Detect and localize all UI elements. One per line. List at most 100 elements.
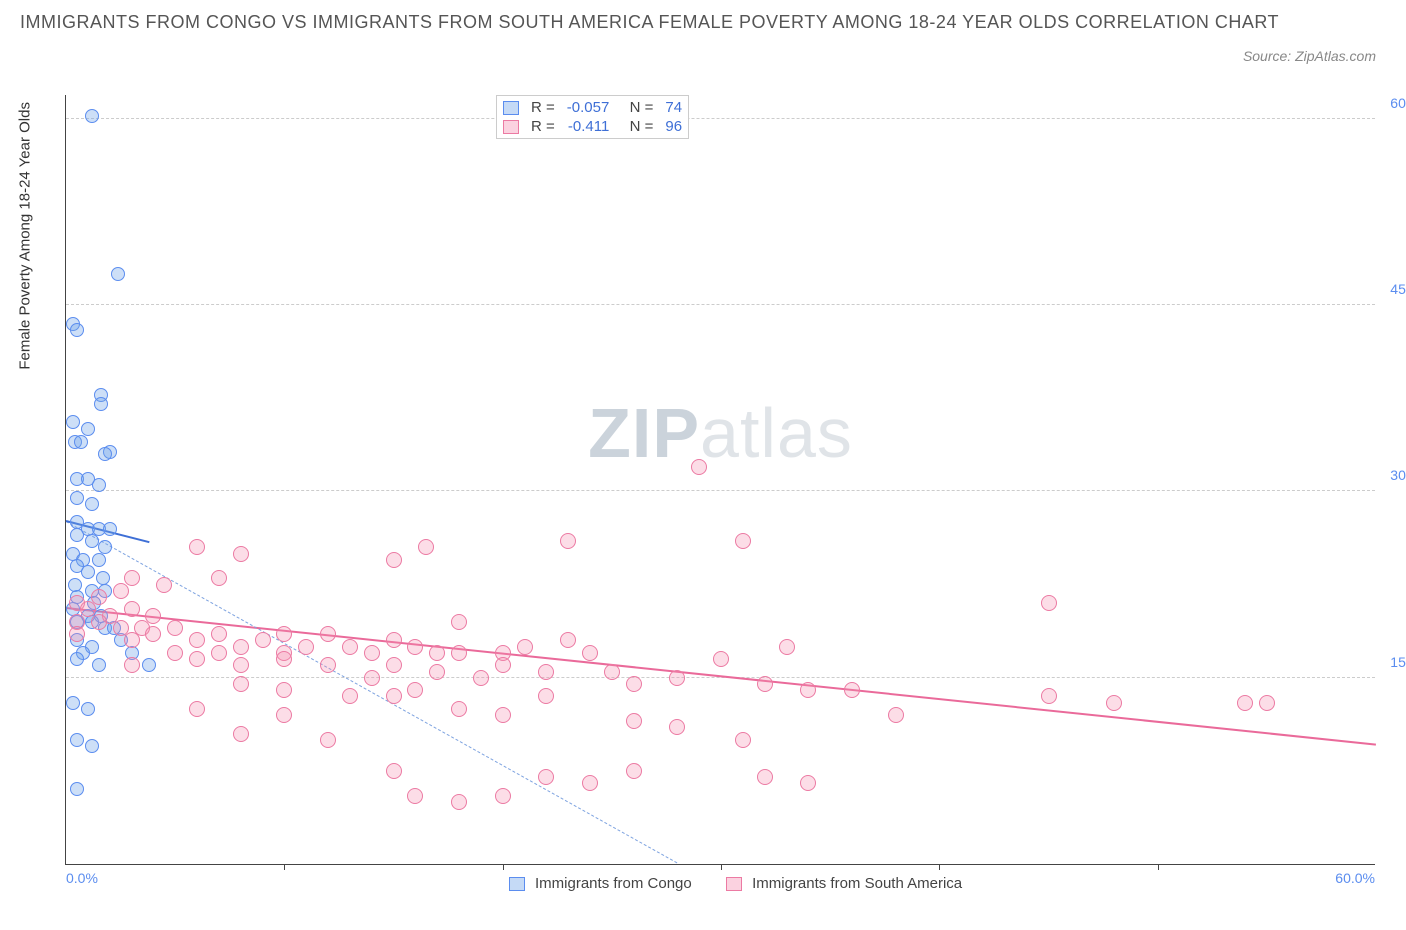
data-point — [364, 670, 380, 686]
swatch-pink-icon — [503, 120, 519, 134]
y-axis-label: Female Poverty Among 18-24 Year Olds — [17, 102, 34, 370]
data-point — [757, 769, 773, 785]
data-point — [92, 478, 106, 492]
y-tick: 30.0% — [1390, 467, 1406, 483]
data-point — [124, 632, 140, 648]
data-point — [103, 522, 117, 536]
data-point — [418, 539, 434, 555]
stats-legend: R = -0.057 N = 74 R = -0.411 N = 96 — [496, 95, 689, 139]
data-point — [276, 626, 292, 642]
data-point — [691, 459, 707, 475]
data-point — [74, 435, 88, 449]
data-point — [320, 732, 336, 748]
data-point — [85, 739, 99, 753]
data-point — [255, 632, 271, 648]
stats-row-pink: R = -0.411 N = 96 — [497, 117, 688, 136]
data-point — [189, 539, 205, 555]
data-point — [669, 670, 685, 686]
data-point — [538, 664, 554, 680]
trend-line — [66, 522, 678, 864]
data-point — [538, 769, 554, 785]
data-point — [386, 657, 402, 673]
legend-label-blue: Immigrants from Congo — [535, 875, 692, 892]
data-point — [66, 696, 80, 710]
data-point — [451, 645, 467, 661]
data-point — [233, 657, 249, 673]
data-point — [98, 447, 112, 461]
data-point — [85, 534, 99, 548]
data-point — [167, 620, 183, 636]
data-point — [298, 639, 314, 655]
data-point — [92, 658, 106, 672]
data-point — [85, 497, 99, 511]
data-point — [844, 682, 860, 698]
data-point — [69, 626, 85, 642]
data-point — [364, 645, 380, 661]
data-point — [604, 664, 620, 680]
data-point — [560, 533, 576, 549]
data-point — [142, 658, 156, 672]
data-point — [429, 645, 445, 661]
chart-title: IMMIGRANTS FROM CONGO VS IMMIGRANTS FROM… — [20, 8, 1386, 37]
data-point — [407, 639, 423, 655]
data-point — [407, 682, 423, 698]
legend-swatch-blue-icon — [509, 877, 525, 891]
data-point — [735, 732, 751, 748]
data-point — [800, 775, 816, 791]
x-tick-mark — [284, 864, 285, 870]
data-point — [145, 626, 161, 642]
legend-swatch-pink-icon — [726, 877, 742, 891]
data-point — [233, 676, 249, 692]
data-point — [189, 632, 205, 648]
data-point — [669, 719, 685, 735]
gridline — [66, 490, 1375, 491]
data-point — [233, 639, 249, 655]
data-point — [779, 639, 795, 655]
data-point — [189, 651, 205, 667]
y-tick: 15.0% — [1390, 654, 1406, 670]
data-point — [70, 733, 84, 747]
data-point — [888, 707, 904, 723]
data-point — [495, 707, 511, 723]
source-label: Source: ZipAtlas.com — [1243, 48, 1376, 64]
data-point — [320, 657, 336, 673]
y-tick: 45.0% — [1390, 281, 1406, 297]
data-point — [342, 639, 358, 655]
data-point — [1041, 595, 1057, 611]
data-point — [124, 657, 140, 673]
data-point — [124, 601, 140, 617]
data-point — [386, 688, 402, 704]
data-point — [70, 323, 84, 337]
data-point — [70, 652, 84, 666]
data-point — [429, 664, 445, 680]
data-point — [473, 670, 489, 686]
data-point — [451, 614, 467, 630]
chart-container: Female Poverty Among 18-24 Year Olds ZIP… — [45, 95, 1385, 895]
x-tick-min: 0.0% — [66, 870, 98, 886]
y-tick: 60.0% — [1390, 95, 1406, 111]
x-tick-mark — [939, 864, 940, 870]
data-point — [582, 775, 598, 791]
data-point — [386, 632, 402, 648]
data-point — [211, 645, 227, 661]
data-point — [626, 676, 642, 692]
data-point — [495, 657, 511, 673]
x-tick-max: 60.0% — [1335, 870, 1375, 886]
data-point — [276, 707, 292, 723]
data-point — [626, 713, 642, 729]
swatch-blue-icon — [503, 101, 519, 115]
data-point — [1106, 695, 1122, 711]
data-point — [81, 702, 95, 716]
data-point — [189, 701, 205, 717]
data-point — [757, 676, 773, 692]
data-point — [233, 546, 249, 562]
data-point — [94, 397, 108, 411]
data-point — [517, 639, 533, 655]
series-legend: Immigrants from Congo Immigrants from So… — [66, 875, 1375, 892]
data-point — [800, 682, 816, 698]
data-point — [1259, 695, 1275, 711]
data-point — [91, 614, 107, 630]
data-point — [451, 794, 467, 810]
data-point — [1237, 695, 1253, 711]
data-point — [81, 565, 95, 579]
